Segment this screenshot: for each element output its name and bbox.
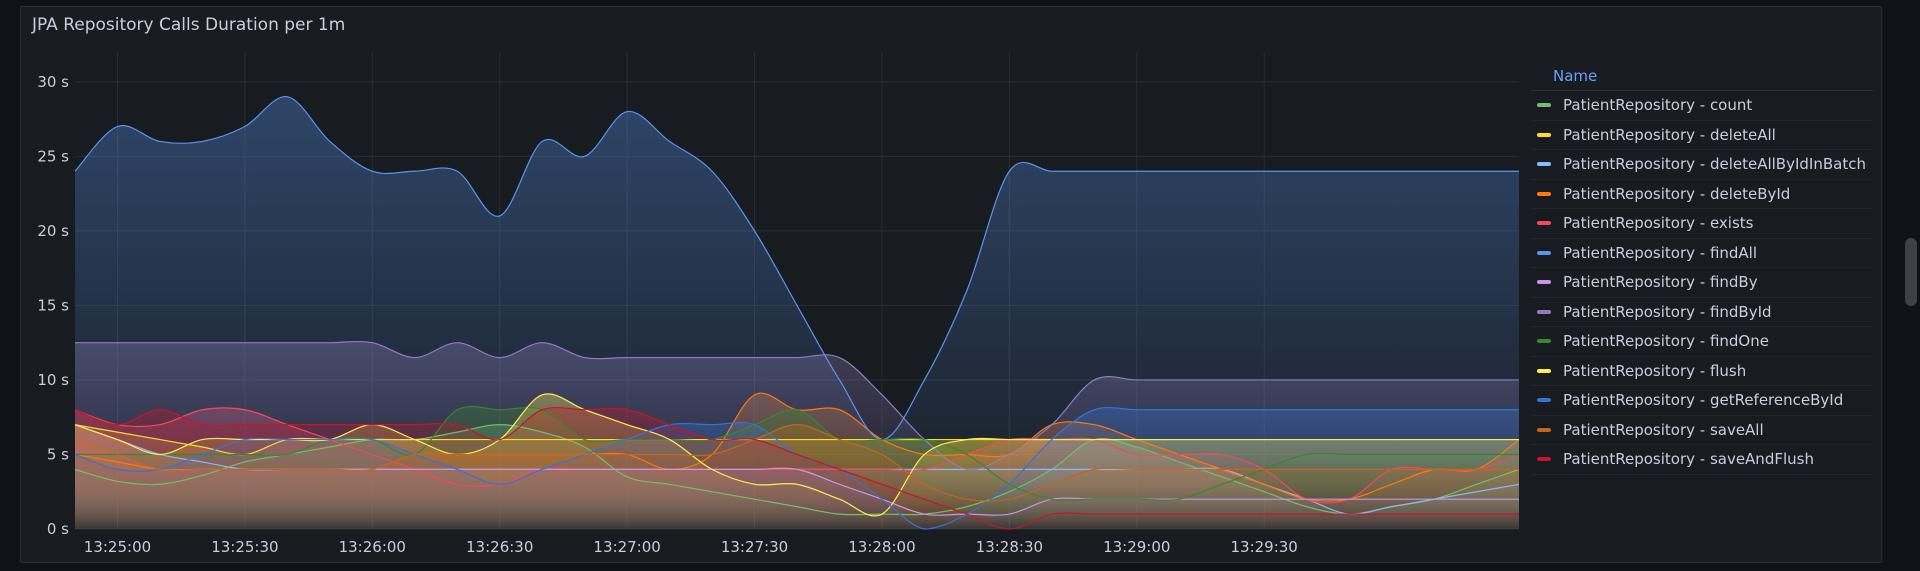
x-tick-label: 13:26:00 [339,538,406,556]
chart-area: 0 s 5 s 10 s 15 s 20 s 25 s 30 s 13:25:00 13:25… [37,52,1520,556]
scrollbar-thumb[interactable] [1905,238,1917,306]
legend-item[interactable]: PatientRepository - deleteAll [1531,121,1873,150]
series-line[interactable] [75,405,1519,501]
series-line[interactable] [74,424,1519,502]
legend-item[interactable]: PatientRepository - findOne [1531,327,1873,357]
legend-label: PatientRepository - count [1563,96,1753,115]
series-line[interactable] [74,96,1519,441]
legend-swatch [1537,398,1551,403]
legend-label: PatientRepository - flush [1563,361,1747,380]
series-line[interactable] [74,424,1520,516]
series-line[interactable] [74,393,1519,517]
legend-swatch [1537,250,1551,255]
legend-swatch [1537,103,1551,108]
x-tick-label: 13:26:30 [466,538,533,556]
legend-swatch [1537,132,1551,137]
legend-swatch [1537,191,1551,196]
chart-panel: JPA Repository Calls Duration per 1m 0 s… [20,6,1882,563]
y-tick-label: 10 s [37,371,69,389]
legend-item[interactable]: PatientRepository - count [1531,91,1873,121]
legend-label: PatientRepository - deleteAll [1563,125,1776,144]
legend-item[interactable]: PatientRepository - deleteById [1531,180,1873,209]
panel-title: JPA Repository Calls Duration per 1m [32,15,346,35]
legend-header[interactable]: Name [1531,61,1873,91]
series-area [75,407,1519,529]
legend-item[interactable]: PatientRepository - exists [1531,209,1873,239]
x-tick-label: 13:28:00 [848,538,915,556]
x-tick-label: 13:25:00 [84,538,151,556]
x-tick-label: 13:29:00 [1103,538,1170,556]
legend-swatch [1537,221,1551,226]
x-tick-label: 13:27:00 [593,538,660,556]
x-tick-label: 13:29:30 [1230,538,1297,556]
legend-item[interactable]: PatientRepository - findById [1531,298,1873,327]
x-tick-label: 13:28:30 [976,538,1043,556]
y-tick-label: 15 s [37,296,69,314]
legend-item[interactable]: PatientRepository - getReferenceById [1531,386,1873,416]
legend-swatch [1537,162,1551,167]
y-tick-label: 25 s [37,147,69,165]
legend-swatch [1537,427,1551,432]
legend-label: PatientRepository - exists [1563,214,1754,233]
legend-item[interactable]: PatientRepository - flush [1531,357,1873,386]
legend: Name PatientRepository - count PatientRep… [1531,61,1873,475]
x-tick-label: 13:27:30 [721,538,788,556]
legend-item[interactable]: PatientRepository - findBy [1531,268,1873,298]
series-line[interactable] [74,406,1519,530]
y-tick-label: 5 s [47,445,69,463]
legend-swatch [1537,280,1551,285]
legend-label: PatientRepository - getReferenceById [1563,391,1844,410]
legend-label: PatientRepository - findBy [1563,273,1758,292]
legend-swatch [1537,309,1551,314]
y-tick-label: 20 s [37,222,69,240]
legend-label: PatientRepository - saveAll [1563,420,1764,439]
y-tick-label: 30 s [37,73,69,91]
legend-item[interactable]: PatientRepository - saveAndFlush [1531,445,1873,475]
legend-label: PatientRepository - saveAndFlush [1563,450,1814,469]
legend-label: PatientRepository - findAll [1563,243,1758,262]
legend-label: PatientRepository - findOne [1563,332,1769,351]
legend-swatch [1537,457,1551,462]
legend-item[interactable]: PatientRepository - deleteAllByIdInBatch [1531,150,1873,180]
y-tick-label: 0 s [47,520,69,538]
legend-swatch [1537,368,1551,373]
legend-label: PatientRepository - deleteAllByIdInBatch [1563,155,1866,174]
x-tick-label: 13:25:30 [211,538,278,556]
legend-label: PatientRepository - findById [1563,302,1772,321]
legend-item[interactable]: PatientRepository - findAll [1531,239,1873,268]
series-line[interactable] [75,340,1519,471]
legend-item[interactable]: PatientRepository - saveAll [1531,416,1873,445]
legend-swatch [1537,339,1551,344]
legend-label: PatientRepository - deleteById [1563,184,1791,203]
